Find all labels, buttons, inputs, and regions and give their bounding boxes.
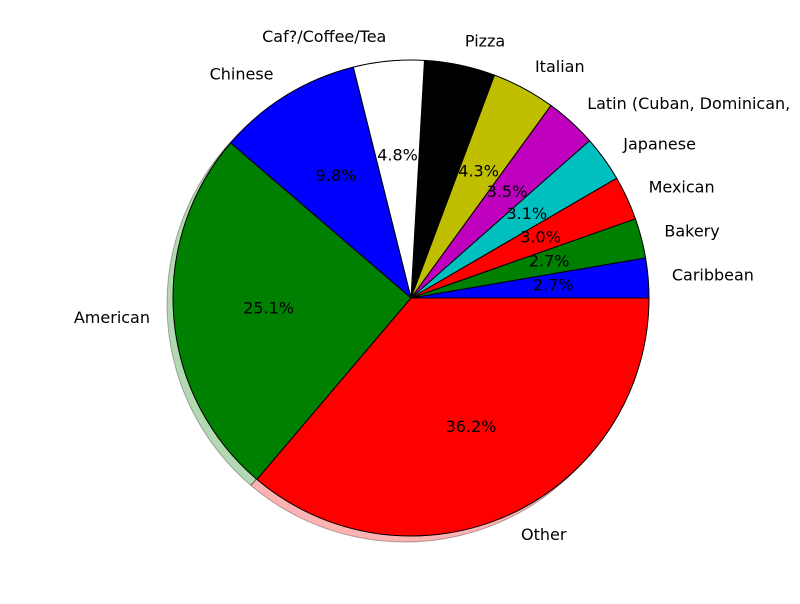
category-label-pizza: Pizza: [465, 31, 505, 50]
slice-layer: [172, 59, 650, 537]
value-label-italian: 4.3%: [458, 162, 499, 181]
value-label-chinese: 9.8%: [316, 166, 357, 185]
category-label-american: American: [74, 308, 150, 327]
category-label-latin-cuban-dominican: Latin (Cuban, Dominican,: [587, 94, 790, 113]
value-label-caribbean: 2.7%: [533, 275, 574, 294]
category-label-chinese: Chinese: [210, 65, 274, 84]
value-label-layer: 2.7% 2.7% 3.0% 3.1% 3.5%4.3% 4.8% 9.8% 25.1% 36.…: [243, 145, 573, 436]
value-label-other: 36.2%: [446, 417, 497, 436]
value-label-american: 25.1%: [243, 299, 294, 318]
value-label-caf-coffee-tea: 4.8%: [377, 145, 418, 164]
category-label-caribbean: Caribbean: [672, 265, 754, 284]
category-label-italian: Italian: [535, 57, 585, 76]
category-label-mexican: Mexican: [649, 178, 715, 197]
category-label-bakery: Bakery: [664, 222, 719, 241]
value-label-latin-cuban-dominican: 3.5%: [487, 182, 528, 201]
value-label-mexican: 3.0%: [520, 228, 561, 247]
value-label-japanese: 3.1%: [506, 204, 547, 223]
slice-american: [172, 142, 412, 480]
category-label-caf-coffee-tea: Caf?/Coffee/Tea: [262, 27, 386, 46]
category-label-layer: Caribbean Bakery Mexican Japanese Latin (Cub…: [74, 27, 790, 544]
category-label-japanese: Japanese: [622, 134, 696, 153]
slice-chinese: [230, 66, 412, 299]
value-label-bakery: 2.7%: [529, 252, 570, 271]
slice-other: [256, 297, 650, 537]
category-label-other: Other: [521, 525, 567, 544]
